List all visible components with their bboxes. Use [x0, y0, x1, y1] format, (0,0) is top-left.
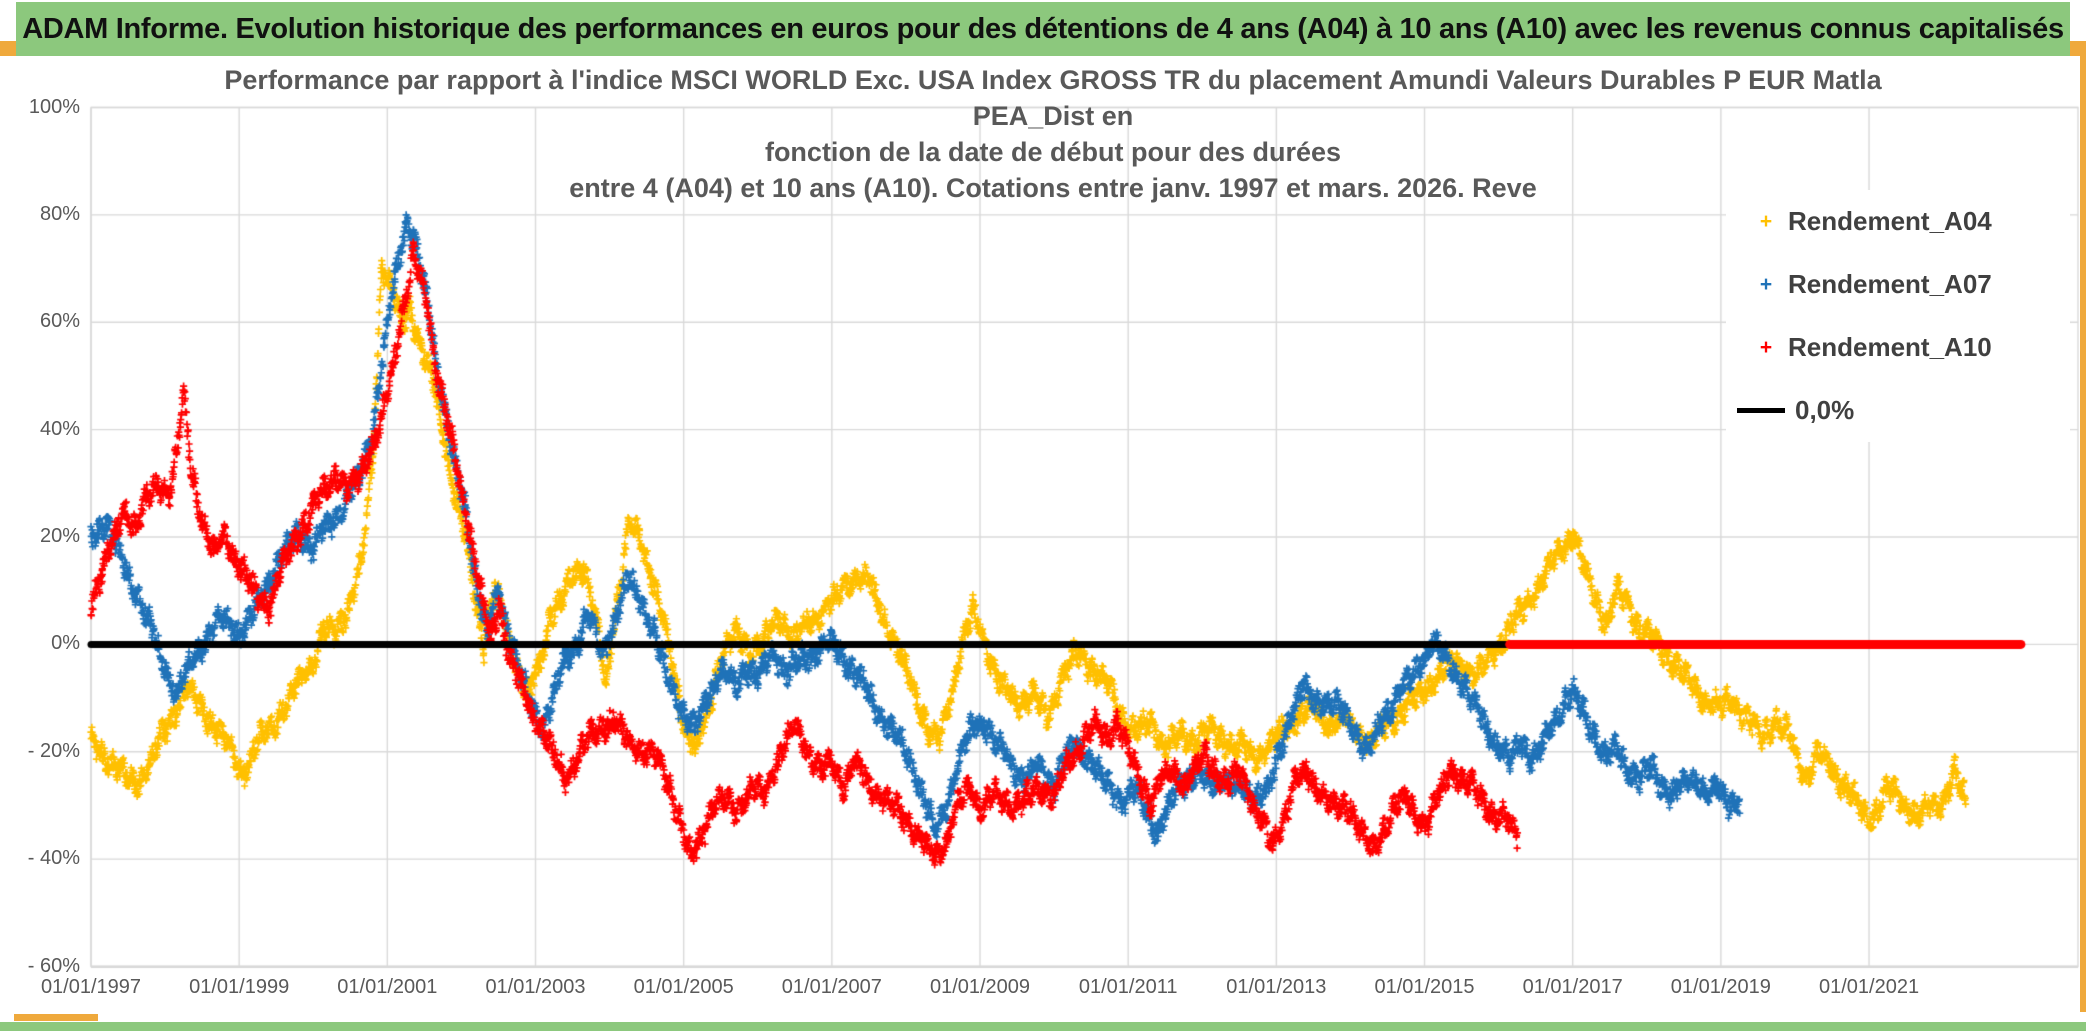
x-axis-label: 01/01/2011 — [1078, 976, 1178, 998]
x-axis-label: 01/01/2013 — [1226, 976, 1327, 998]
y-axis-label: - 60% — [27, 954, 80, 977]
chart-title-line-3: entre 4 (A04) et 10 ans (A10). Cotations… — [569, 173, 1537, 203]
chart-title-line-2: fonction de la date de début pour des du… — [764, 137, 1342, 167]
legend-item-0-0-: 0,0% — [1726, 379, 2070, 442]
page-title: ADAM Informe. Evolution historique des p… — [22, 12, 2064, 45]
y-axis-label: 40% — [39, 417, 80, 440]
legend-item-rendement-a07: + Rendement_A07 — [1726, 253, 2070, 316]
chart-legend: + Rendement_A04 + Rendement_A07 + Rendement_A… — [1726, 190, 2070, 442]
chart-title-line-1: Performance par rapport à l'indice MSCI … — [224, 65, 1882, 131]
y-axis-label: - 20% — [27, 739, 80, 762]
x-axis-label: 01/01/2019 — [1670, 976, 1771, 998]
banner-corner-accent-right — [2070, 41, 2086, 56]
title-banner: ADAM Informe. Evolution historique des p… — [16, 2, 2070, 56]
x-axis-label: 01/01/2009 — [929, 976, 1031, 998]
y-axis-label: 0% — [51, 632, 80, 655]
x-axis-label: 01/01/2003 — [485, 976, 586, 998]
y-axis-label: - 40% — [27, 847, 80, 870]
banner-corner-accent-left — [0, 41, 16, 56]
y-axis-label: 20% — [39, 525, 80, 548]
legend-item-rendement-a04: + Rendement_A04 — [1726, 190, 2070, 253]
x-axis-label: 01/01/2017 — [1522, 976, 1623, 998]
x-axis-label: 01/01/2005 — [633, 976, 734, 998]
x-axis-label: 01/01/2015 — [1374, 976, 1475, 998]
legend-label: Rendement_A04 — [1788, 206, 1992, 236]
footer-bar — [0, 1022, 2086, 1031]
y-axis-label: 80% — [39, 202, 80, 225]
plus-marker-icon: + — [1759, 273, 1773, 296]
legend-label: 0,0% — [1795, 395, 1855, 425]
x-axis-label: 01/01/1997 — [40, 976, 142, 998]
legend-item-rendement-a10: + Rendement_A10 — [1726, 316, 2070, 379]
plus-marker-icon: + — [1759, 210, 1773, 233]
y-axis-label: 100% — [28, 95, 80, 118]
chart-title: Performance par rapport à l'indice MSCI … — [193, 62, 1913, 206]
y-axis-label: 60% — [39, 310, 80, 333]
zero-line-sample — [1737, 408, 1785, 413]
x-axis-label: 01/01/2007 — [781, 976, 882, 998]
bottom-left-accent — [14, 1014, 98, 1021]
plus-marker-icon: + — [1759, 336, 1773, 359]
legend-label: Rendement_A10 — [1788, 332, 1992, 362]
x-axis-label: 01/01/2021 — [1818, 976, 1920, 998]
x-axis-label: 01/01/1999 — [189, 976, 290, 998]
x-axis-label: 01/01/2001 — [337, 976, 438, 998]
legend-label: Rendement_A07 — [1788, 269, 1992, 299]
right-edge-accent — [2080, 56, 2086, 1012]
